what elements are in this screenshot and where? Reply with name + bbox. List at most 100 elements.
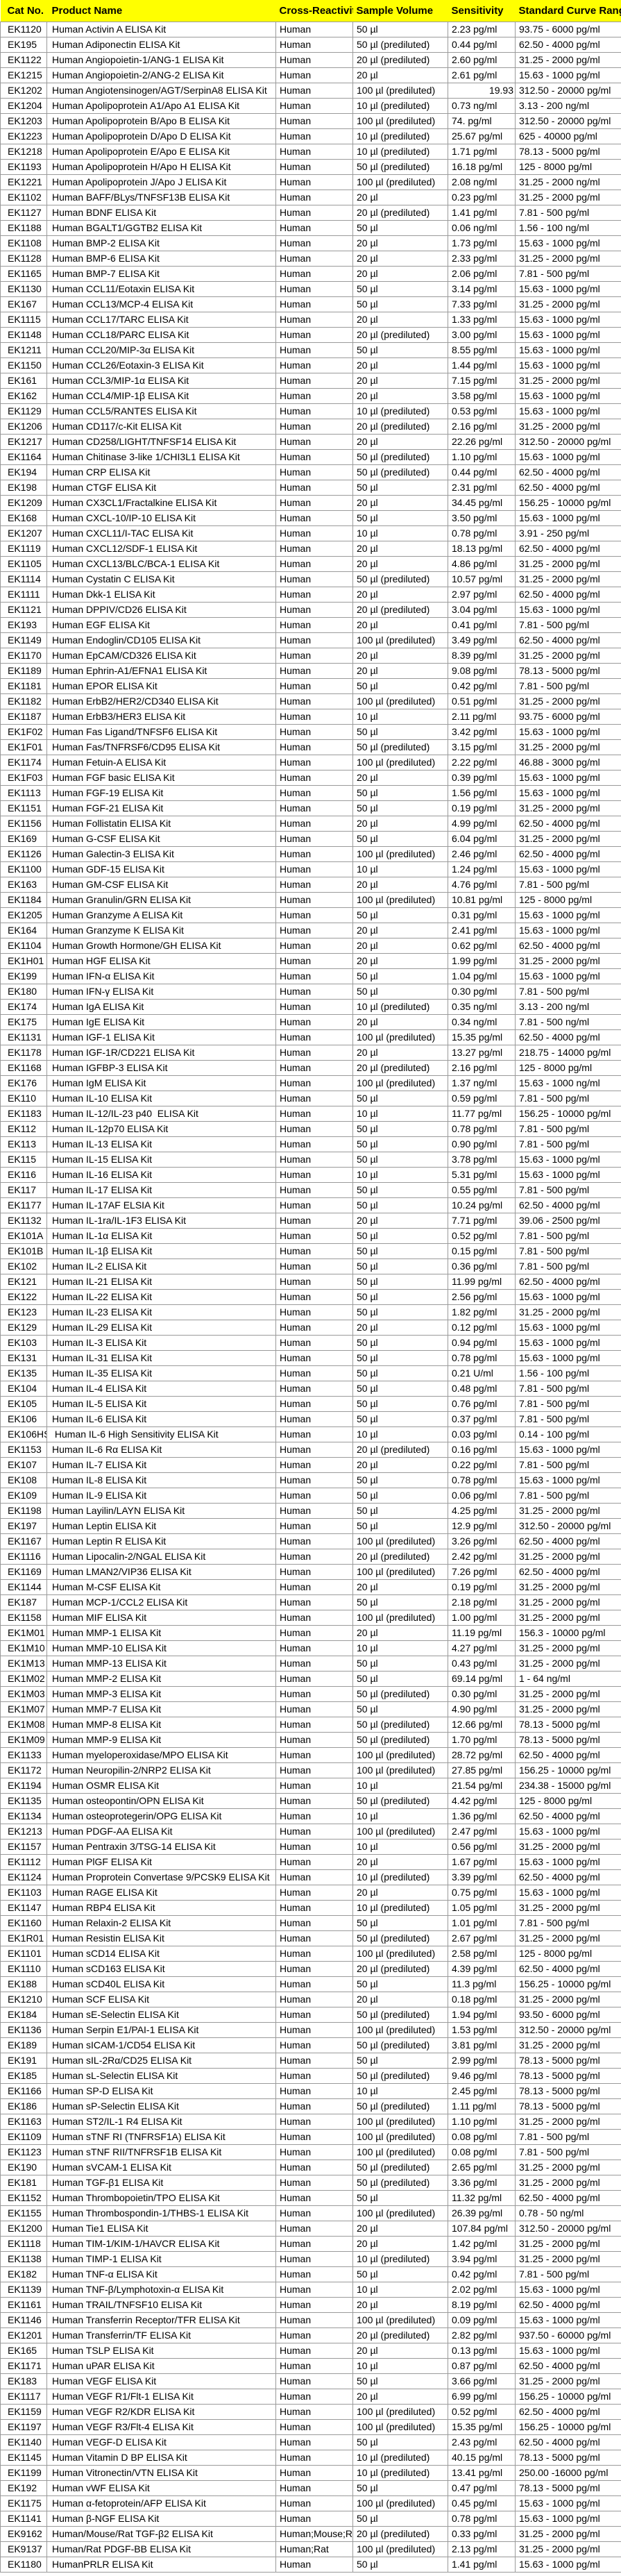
table-row: EK1124 Human Proprotein Convertase 9/PCSK…: [0, 1869, 621, 1885]
standard-curve-range-cell: 7.81 - 500 pg/ml: [515, 265, 621, 282]
cross-reactivity-cell: Human: [275, 1914, 353, 1931]
standard-curve-range-cell: 31.25 - 2000 pg/ml: [515, 51, 621, 68]
table-row: EK1F01 Human Fas/TNFRSF6/CD95 ELISA Kit Hu…: [0, 739, 621, 755]
cross-reactivity-cell: Human: [275, 2052, 353, 2069]
cat-no-cell: EK1218: [0, 143, 47, 160]
product-name-cell: Human VEGF R2/KDR ELISA Kit: [46, 2403, 276, 2420]
cat-no-cell: EK1166: [0, 2082, 47, 2099]
table-row: EK1168 Human IGFBP-3 ELISA Kit Human 20 µl …: [0, 1059, 621, 1076]
cross-reactivity-cell: Human: [275, 2480, 353, 2496]
table-row: EK182 Human TNF-α ELISA Kit Human 50 µl 0.42…: [0, 2266, 621, 2282]
column-header-product-name: Product Name: [46, 0, 276, 22]
sample-volume-cell: 50 µl: [352, 1670, 448, 1687]
product-name-cell: Human IGFBP-3 ELISA Kit: [46, 1059, 276, 1076]
standard-curve-range-cell: 7.81 - 500 pg/ml: [515, 2266, 621, 2282]
table-row: EK1140 Human VEGF-D ELISA Kit Human 50 µl 2.…: [0, 2434, 621, 2450]
table-row: EK1211 Human CCL20/MIP-3α ELISA Kit Human 5…: [0, 342, 621, 358]
sample-volume-cell: 50 µl: [352, 723, 448, 740]
cross-reactivity-cell: Human: [275, 845, 353, 862]
product-name-cell: Human BMP-6 ELISA Kit: [46, 250, 276, 267]
cross-reactivity-cell: Human: [275, 1655, 353, 1672]
sample-volume-cell: 10 µl: [352, 1426, 448, 1442]
cat-no-cell: EK105: [0, 1395, 47, 1412]
sensitivity-cell: 4.76 pg/ml: [448, 876, 516, 893]
standard-curve-range-cell: 31.25 - 2000 pg/ml: [515, 1502, 621, 1519]
sample-volume-cell: 10 µl (prediluted): [352, 998, 448, 1015]
sensitivity-cell: 9.46 pg/ml: [448, 2067, 516, 2084]
cross-reactivity-cell: Human: [275, 983, 353, 1000]
sensitivity-cell: 3.94 pg/ml: [448, 2250, 516, 2267]
sensitivity-cell: 2.16 pg/ml: [448, 1059, 516, 1076]
sensitivity-cell: 0.78 pg/ml: [448, 2510, 516, 2527]
sample-volume-cell: 50 µl: [352, 1334, 448, 1351]
cat-no-cell: EK1156: [0, 815, 47, 832]
cross-reactivity-cell: Human: [275, 1029, 353, 1045]
sensitivity-cell: 2.42 pg/ml: [448, 1548, 516, 1565]
table-row: EK1213 Human PDGF-AA ELISA Kit Human 100 µl…: [0, 1823, 621, 1840]
sensitivity-cell: 0.56 pg/ml: [448, 1838, 516, 1855]
sample-volume-cell: 50 µl: [352, 1120, 448, 1137]
cat-no-cell: EK1202: [0, 82, 47, 99]
table-row: EK1103 Human RAGE ELISA Kit Human 20 µl 0.75…: [0, 1884, 621, 1901]
cat-no-cell: EK1131: [0, 1029, 47, 1045]
table-row: EK107 Human IL-7 ELISA Kit Human 20 µl 0.22 …: [0, 1456, 621, 1473]
product-name-cell: Human Adiponectin ELISA Kit: [46, 36, 276, 53]
product-name-cell: Human BDNF ELISA Kit: [46, 204, 276, 221]
sample-volume-cell: 50 µl: [352, 1395, 448, 1412]
sensitivity-cell: 0.76 pg/ml: [448, 1395, 516, 1412]
cross-reactivity-cell: Human: [275, 1059, 353, 1076]
standard-curve-range-cell: 31.25 - 2000 pg/ml: [515, 1579, 621, 1595]
sensitivity-cell: 3.36 pg/ml: [448, 2174, 516, 2191]
sensitivity-cell: 107.84 pg/ml: [448, 2220, 516, 2237]
cat-no-cell: EK198: [0, 479, 47, 496]
product-name-cell: Human IL-35 ELISA Kit: [46, 1365, 276, 1381]
sensitivity-cell: 12.9 pg/ml: [448, 1517, 516, 1534]
sensitivity-cell: 1.10 pg/ml: [448, 448, 516, 465]
standard-curve-range-cell: 7.81 - 500 pg/ml: [515, 1181, 621, 1198]
cat-no-cell: EK1158: [0, 1609, 47, 1626]
product-name-cell: Human TRAIL/TNFSF10 ELISA Kit: [46, 2296, 276, 2313]
product-name-cell: Human Apolipoprotein B/Apo B ELISA Kit: [46, 112, 276, 129]
product-name-cell: Human VEGF R3/Flt-4 ELISA Kit: [46, 2418, 276, 2435]
cat-no-cell: EK108: [0, 1472, 47, 1488]
cat-no-cell: EK195: [0, 36, 47, 53]
cat-no-cell: EK1144: [0, 1579, 47, 1595]
sample-volume-cell: 20 µl: [352, 922, 448, 938]
table-row: EK1163 Human ST2/IL-1 R4 ELISA Kit Human 10…: [0, 2113, 621, 2130]
table-row: EK191 Human sIL-2Rα/CD25 ELISA Kit Human 50…: [0, 2052, 621, 2069]
sample-volume-cell: 20 µl: [352, 2220, 448, 2237]
cat-no-cell: EK102: [0, 1258, 47, 1274]
sensitivity-cell: 26.39 pg/ml: [448, 2205, 516, 2221]
sample-volume-cell: 10 µl (prediluted): [352, 2250, 448, 2267]
table-row: EK197 Human Leptin ELISA Kit Human 50 µl 12.…: [0, 1517, 621, 1534]
cat-no-cell: EK1110: [0, 1960, 47, 1977]
sensitivity-cell: 25.67 pg/ml: [448, 128, 516, 144]
sensitivity-cell: 7.33 pg/ml: [448, 296, 516, 312]
sample-volume-cell: 10 µl: [352, 1640, 448, 1656]
sample-volume-cell: 50 µl (prediluted): [352, 464, 448, 480]
sample-volume-cell: 20 µl: [352, 387, 448, 404]
cat-no-cell: EK1M07: [0, 1701, 47, 1717]
cat-no-cell: EK1127: [0, 204, 47, 221]
product-name-cell: Human Angiopoietin-1/ANG-1 ELISA Kit: [46, 51, 276, 68]
sensitivity-cell: 27.85 pg/ml: [448, 1762, 516, 1778]
sample-volume-cell: 20 µl: [352, 265, 448, 282]
cat-no-cell: EK1206: [0, 418, 47, 435]
sensitivity-cell: 11.77 pg/ml: [448, 1105, 516, 1122]
product-name-cell: Human GM-CSF ELISA Kit: [46, 876, 276, 893]
standard-curve-range-cell: 31.25 - 2000 pg/ml: [515, 296, 621, 312]
product-name-cell: Human Resistin ELISA Kit: [46, 1930, 276, 1946]
sample-volume-cell: 50 µl: [352, 479, 448, 496]
table-row: EK1200 Human Tie1 ELISA Kit Human 20 µl 107.…: [0, 2220, 621, 2237]
standard-curve-range-cell: 125 - 8000 pg/ml: [515, 891, 621, 908]
product-name-cell: Human Relaxin-2 ELISA Kit: [46, 1914, 276, 1931]
table-row: EK122 Human IL-22 ELISA Kit Human 50 µl 2.56…: [0, 1288, 621, 1305]
standard-curve-range-cell: 62.50 - 4000 pg/ml: [515, 36, 621, 53]
sensitivity-cell: 0.06 ng/ml: [448, 219, 516, 236]
table-row: EK1M07 Human MMP-7 ELISA Kit Human 50 µl 4.9…: [0, 1701, 621, 1717]
cat-no-cell: EK1126: [0, 845, 47, 862]
sample-volume-cell: 20 µl: [352, 769, 448, 786]
standard-curve-range-cell: 15.63 - 1000 pg/ml: [515, 2510, 621, 2527]
standard-curve-range-cell: 15.63 - 1000 pg/ml: [515, 311, 621, 328]
cat-no-cell: EK1134: [0, 1808, 47, 1824]
